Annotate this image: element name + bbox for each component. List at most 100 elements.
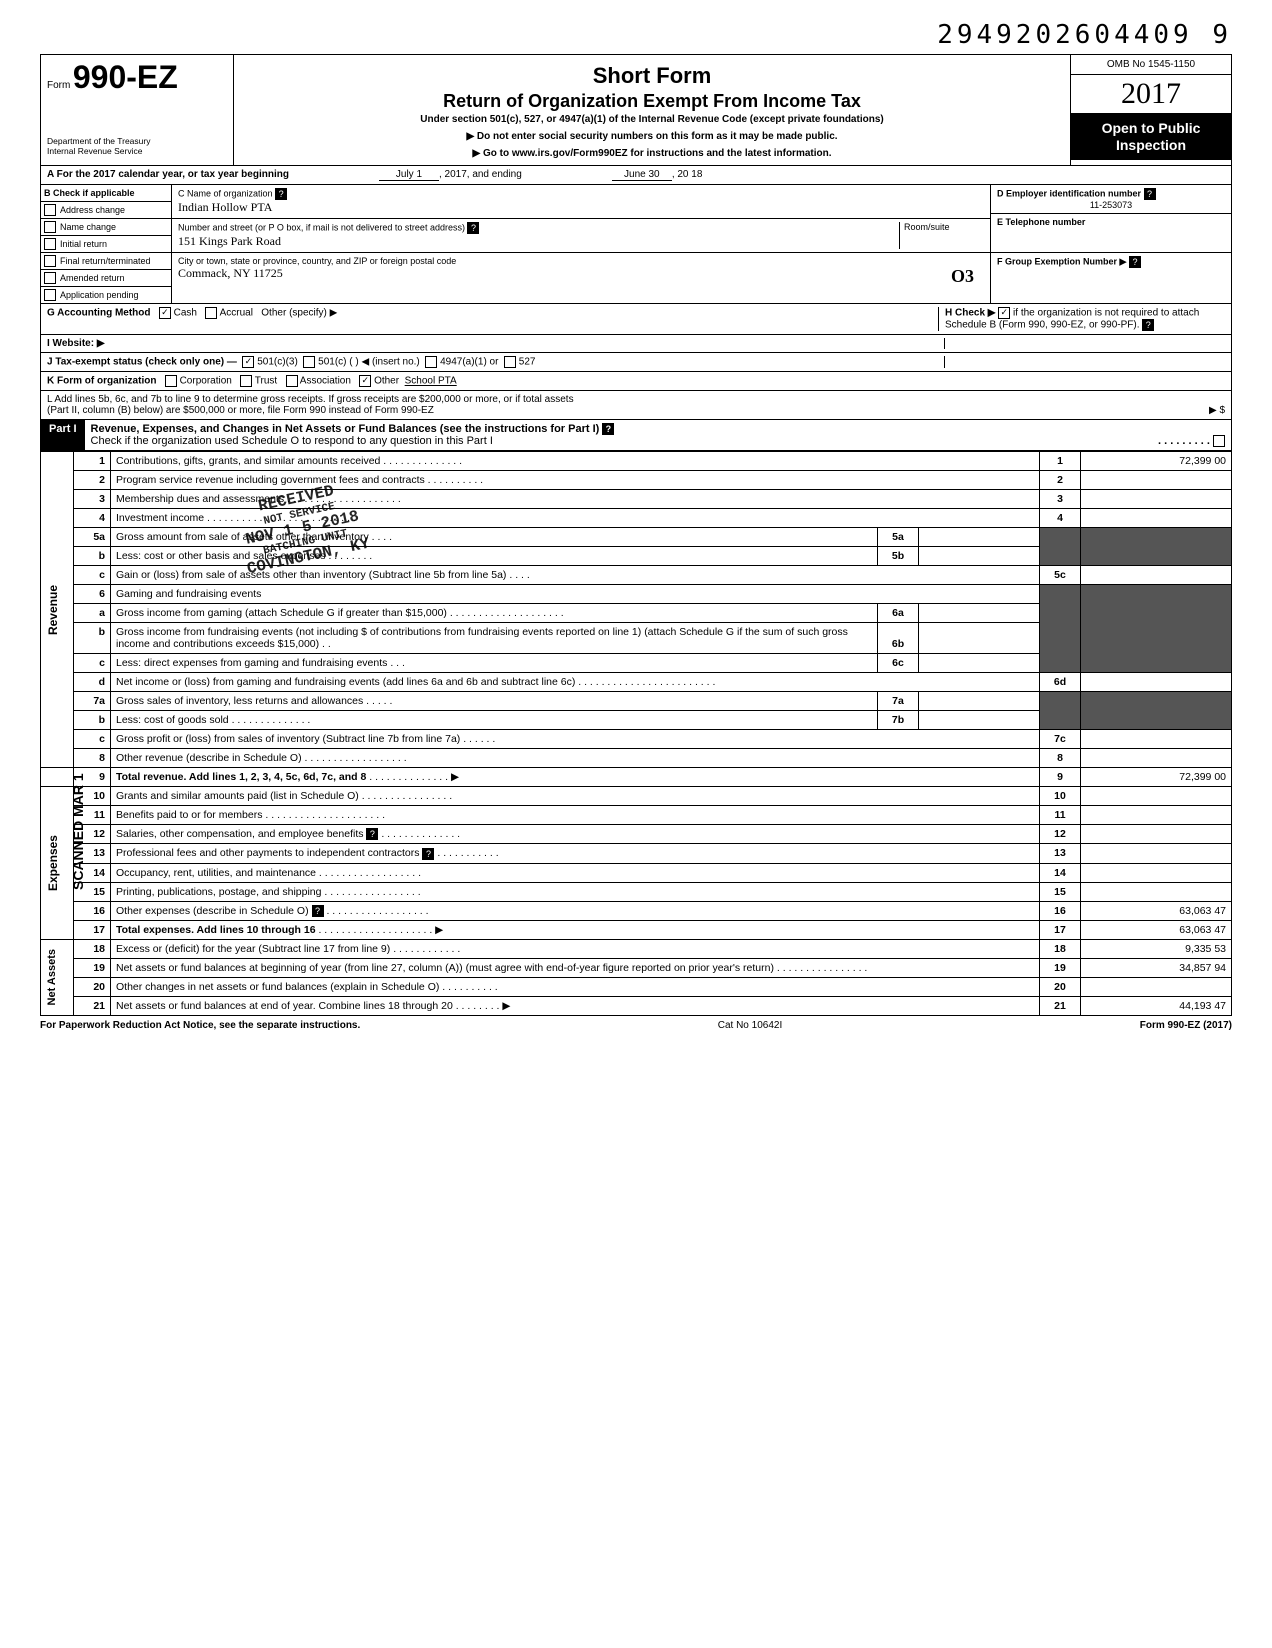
ln10-num: 10 [74,787,111,806]
ln15-val [1081,882,1232,901]
ln5b-num: b [74,547,111,566]
ln7b-mn: 7b [878,711,919,730]
year-end: June 30 [612,169,672,181]
ln6b-num: b [74,623,111,654]
ln5a-desc: Gross amount from sale of assets other t… [116,531,369,543]
lbl-other-org: Other [374,376,399,387]
ln17-arrow: ▶ [435,924,443,936]
ln6d-rn: 6d [1040,673,1081,692]
ein: 11-253073 [997,200,1225,210]
ln5a-mv [919,528,1040,547]
help-icon: ? [1129,256,1141,268]
row-a-tail: , 20 18 [672,169,703,181]
ln6d-val [1081,673,1232,692]
help-icon: ? [312,905,324,917]
ln1-rn: 1 [1040,452,1081,471]
ln17-num: 17 [74,920,111,939]
ln4-rn: 4 [1040,509,1081,528]
ln8-val [1081,749,1232,768]
chk-sched-b[interactable] [998,307,1010,319]
help-icon: ? [366,828,378,840]
ln17-desc: Total expenses. Add lines 10 through 16 [116,924,316,936]
ln8-rn: 8 [1040,749,1081,768]
chk-amended[interactable] [44,272,56,284]
row-a-mid: , 2017, and ending [439,169,522,181]
footer-right: Form 990-EZ (2017) [1140,1020,1232,1031]
ln18-num: 18 [74,939,111,958]
ln6-desc: Gaming and fundraising events [116,588,261,600]
ln9-rn: 9 [1040,768,1081,787]
form-number: 990-EZ [73,59,178,95]
ln6a-mn: 6a [878,604,919,623]
ln16-val: 63,063 47 [1081,901,1232,920]
ln11-desc: Benefits paid to or for members [116,809,262,821]
ln4-val [1081,509,1232,528]
ln6a-desc: Gross income from gaming (attach Schedul… [116,607,447,619]
lbl-initial: Initial return [60,239,107,249]
main-title: Return of Organization Exempt From Incom… [240,91,1064,112]
org-name-label: C Name of organization [178,188,273,198]
chk-address[interactable] [44,204,56,216]
open-public: Open to Public Inspection [1071,114,1231,160]
lbl-name: Name change [60,222,116,232]
chk-501c3[interactable] [242,356,254,368]
ln6b-desc: Gross income from fundraising events (no… [116,626,848,650]
ln7a-mn: 7a [878,692,919,711]
ln5c-num: c [74,566,111,585]
info-grid: B Check if applicable Address change Nam… [40,184,1232,304]
instruction-2: ▶ Go to www.irs.gov/Form990EZ for instru… [240,148,1064,159]
footer-left: For Paperwork Reduction Act Notice, see … [40,1020,360,1031]
ln10-rn: 10 [1040,787,1081,806]
row-i-label: I Website: ▶ [47,338,105,349]
chk-initial[interactable] [44,238,56,250]
chk-4947[interactable] [425,356,437,368]
ln14-num: 14 [74,863,111,882]
ln20-val [1081,977,1232,996]
chk-assoc[interactable] [286,375,298,387]
chk-527[interactable] [504,356,516,368]
help-icon: ? [1142,319,1154,331]
row-h-label: H Check ▶ [945,308,995,319]
lbl-assoc: Association [300,376,351,387]
ln21-desc: Net assets or fund balances at end of ye… [116,1000,453,1012]
chk-pending[interactable] [44,289,56,301]
ln21-val: 44,193 47 [1081,996,1232,1015]
chk-final[interactable] [44,255,56,267]
chk-corp[interactable] [165,375,177,387]
ln2-rn: 2 [1040,471,1081,490]
part1-label: Part I [41,420,85,450]
chk-accrual[interactable] [205,307,217,319]
ln2-desc: Program service revenue including govern… [116,474,425,486]
ln4-num: 4 [74,509,111,528]
chk-name[interactable] [44,221,56,233]
ln5c-desc: Gain or (loss) from sale of assets other… [116,569,506,581]
ln20-rn: 20 [1040,977,1081,996]
chk-trust[interactable] [240,375,252,387]
row-a-label: A For the 2017 calendar year, or tax yea… [47,169,289,180]
help-icon: ? [422,848,434,860]
ln9-arrow: ▶ [451,771,459,783]
ln14-desc: Occupancy, rent, utilities, and maintena… [116,867,316,879]
omb-number: OMB No 1545-1150 [1071,55,1231,75]
ln6b-mn: 6b [878,623,919,654]
ln21-rn: 21 [1040,996,1081,1015]
ln14-val [1081,863,1232,882]
lbl-final: Final return/terminated [60,256,151,266]
chk-other-org[interactable] [359,375,371,387]
ln19-val: 34,857 94 [1081,958,1232,977]
ln5c-rn: 5c [1040,566,1081,585]
chk-cash[interactable] [159,307,171,319]
ln6b-mv [919,623,1040,654]
subtitle: Under section 501(c), 527, or 4947(a)(1)… [240,114,1064,125]
ln9-desc: Total revenue. Add lines 1, 2, 3, 4, 5c,… [116,771,366,783]
ln8-desc: Other revenue (describe in Schedule O) [116,752,302,764]
row-g-label: G Accounting Method [47,308,151,319]
lbl-corp: Corporation [180,376,232,387]
chk-501c[interactable] [303,356,315,368]
ln6c-mv [919,654,1040,673]
ln21-arrow: ▶ [502,1000,510,1012]
lbl-527: 527 [519,357,536,368]
row-l-1: L Add lines 5b, 6c, and 7b to line 9 to … [47,394,574,405]
ln20-desc: Other changes in net assets or fund bala… [116,981,439,993]
chk-sched-o[interactable] [1213,435,1225,447]
